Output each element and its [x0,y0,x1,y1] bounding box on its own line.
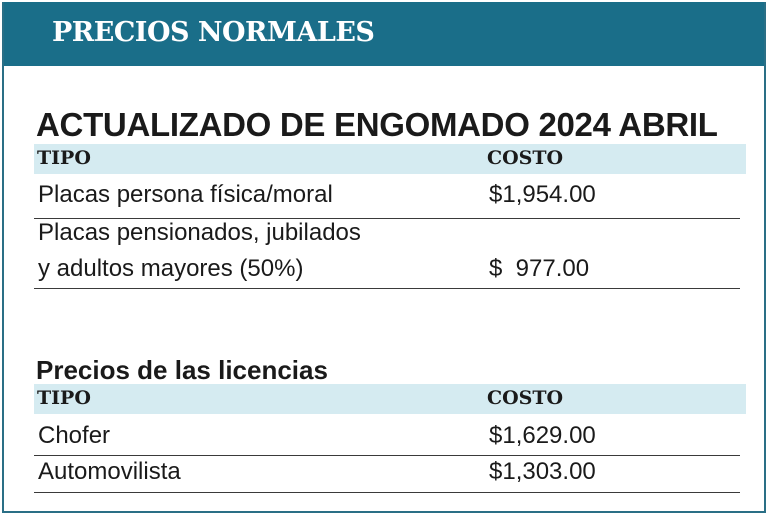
row-tipo: Chofer [38,422,111,449]
row-tipo: Placas persona física/moral [38,181,333,208]
table-row: Placas pensionados, jubilados y adultos … [34,218,740,289]
licencias-header-costo: COSTO [487,387,564,409]
banner: PRECIOS NORMALES [4,2,764,66]
engomado-header-costo: COSTO [487,147,564,169]
engomado-header-tipo: TIPO [37,147,91,169]
row-costo: $1,954.00 [489,181,596,208]
engomado-header-row: TIPO COSTO [34,144,746,174]
table-row: Chofer $1,629.00 [34,415,740,456]
engomado-title: ACTUALIZADO DE ENGOMADO 2024 ABRIL [36,106,718,143]
banner-title: PRECIOS NORMALES [52,17,375,48]
row-costo: $1,629.00 [489,422,596,449]
row-tipo-line1: Placas pensionados, jubilados [38,219,361,246]
row-tipo-line2: y adultos mayores (50%) [38,255,304,282]
row-costo: $ 977.00 [489,255,590,282]
licencias-header-tipo: TIPO [37,387,91,409]
table-row: Automovilista $1,303.00 [34,455,740,493]
row-costo: $1,303.00 [489,458,596,485]
licencias-header-row: TIPO COSTO [34,384,746,414]
row-tipo: Automovilista [38,458,181,485]
licencias-title: Precios de las licencias [36,355,328,385]
table-row: Placas persona física/moral $1,954.00 [34,175,740,219]
